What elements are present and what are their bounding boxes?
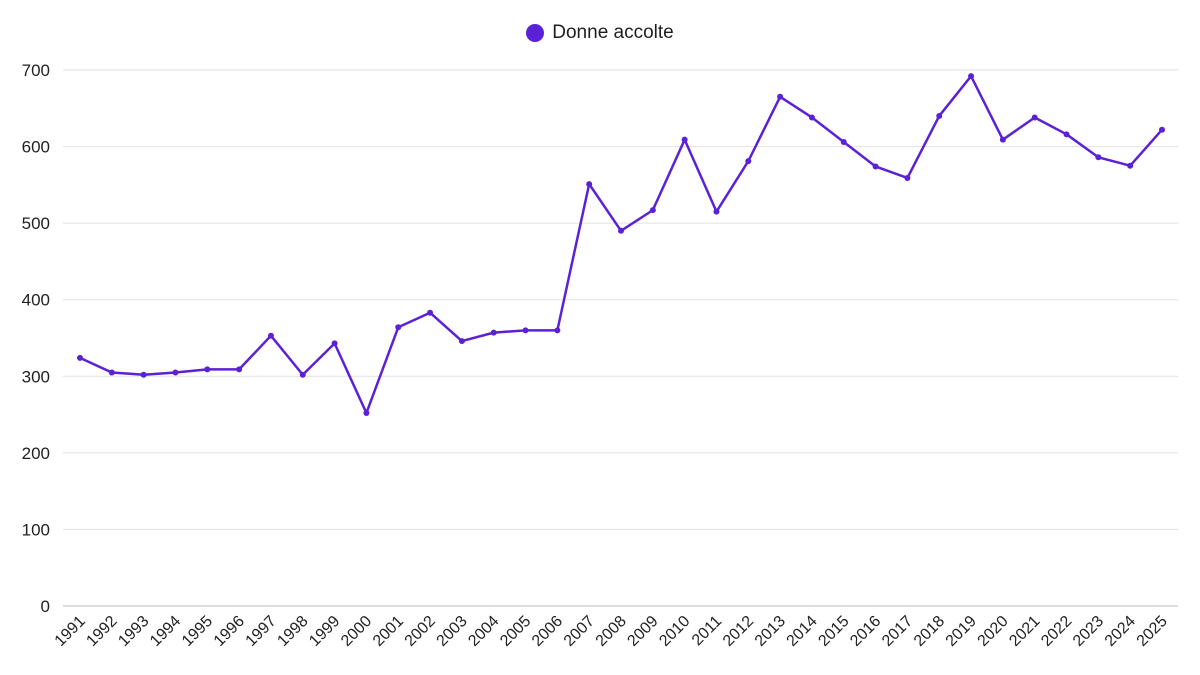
x-axis-ticks: 1991199219931994199519961997199819992000… [52, 613, 1171, 650]
x-tick-label: 1995 [179, 613, 216, 650]
data-point [713, 208, 720, 215]
x-tick-label: 2022 [1038, 613, 1075, 650]
data-point [745, 158, 752, 165]
x-tick-label: 2011 [689, 613, 725, 649]
data-point [427, 309, 434, 316]
series-line [79, 74, 1163, 415]
y-tick-label: 500 [22, 214, 50, 233]
y-tick-label: 0 [41, 597, 50, 616]
x-tick-label: 1997 [243, 613, 280, 650]
x-tick-label: 2016 [847, 613, 884, 650]
legend-swatch [526, 24, 545, 42]
data-point [299, 371, 306, 378]
x-tick-label: 2006 [529, 613, 566, 650]
data-point [1127, 162, 1134, 169]
x-tick-label: 2004 [465, 613, 502, 650]
x-tick-label: 2009 [624, 613, 661, 650]
x-tick-label: 2025 [1134, 613, 1171, 650]
data-point [108, 369, 115, 376]
data-point [554, 327, 561, 334]
data-point [808, 114, 815, 121]
x-tick-label: 2007 [561, 613, 598, 650]
data-point [904, 174, 911, 181]
x-tick-label: 2002 [402, 613, 439, 650]
y-axis-ticks: 0 100 200 300 400 500 600 700 [22, 61, 50, 616]
gridlines [63, 69, 1178, 607]
x-tick-label: 2013 [752, 613, 789, 650]
x-tick-label: 1999 [306, 613, 343, 650]
y-tick-label: 100 [22, 520, 50, 539]
data-point [140, 371, 147, 378]
legend-label-series: Donne accolte [552, 22, 674, 43]
y-tick-label: 200 [22, 444, 50, 463]
data-point [204, 366, 211, 373]
y-tick-label: 700 [22, 61, 50, 80]
x-tick-label: 2000 [338, 613, 375, 650]
data-point [1095, 154, 1102, 161]
data-point [777, 93, 784, 100]
data-point [395, 324, 402, 331]
data-point [490, 329, 497, 336]
y-tick-label: 400 [22, 291, 50, 310]
x-tick-label: 2024 [1102, 613, 1139, 650]
data-point [840, 138, 847, 145]
x-tick-label: 2015 [815, 613, 852, 650]
x-tick-label: 2019 [943, 613, 980, 650]
data-point [331, 340, 338, 347]
data-point [968, 73, 975, 80]
x-tick-label: 1996 [211, 613, 248, 650]
data-point [1031, 114, 1038, 121]
x-tick-label: 2008 [593, 613, 630, 650]
x-tick-label: 1992 [83, 613, 120, 650]
x-tick-label: 2018 [911, 613, 948, 650]
data-point [936, 112, 943, 119]
data-point [267, 332, 274, 339]
legend: Donne accolte [0, 22, 1200, 44]
x-tick-label: 1991 [52, 613, 89, 650]
data-point [872, 163, 879, 170]
x-tick-label: 2001 [370, 613, 407, 650]
data-point [586, 181, 593, 188]
x-tick-label: 1998 [274, 613, 311, 650]
y-tick-label: 300 [22, 367, 50, 386]
x-tick-label: 2010 [656, 613, 693, 650]
data-point [77, 354, 83, 361]
x-tick-label: 2003 [434, 613, 471, 650]
x-tick-label: 1994 [147, 613, 184, 650]
x-tick-label: 2005 [497, 613, 534, 650]
data-point [1063, 131, 1070, 138]
x-tick-label: 2020 [975, 613, 1012, 650]
x-tick-label: 2014 [784, 613, 821, 650]
data-point [363, 410, 370, 417]
data-point [649, 207, 656, 214]
data-point [1159, 126, 1165, 133]
x-tick-label: 1993 [115, 613, 152, 650]
data-point [522, 327, 529, 334]
data-point [618, 227, 624, 234]
x-tick-label: 2017 [879, 613, 916, 650]
x-tick-label: 2021 [1006, 613, 1043, 650]
x-tick-label: 2023 [1070, 613, 1107, 650]
data-point [236, 366, 243, 373]
data-point [681, 136, 688, 143]
data-point [172, 369, 179, 376]
data-point [458, 338, 465, 345]
y-tick-label: 600 [22, 138, 50, 157]
data-point [999, 136, 1006, 143]
x-tick-label: 2012 [720, 613, 757, 650]
series-layer [77, 73, 1165, 417]
